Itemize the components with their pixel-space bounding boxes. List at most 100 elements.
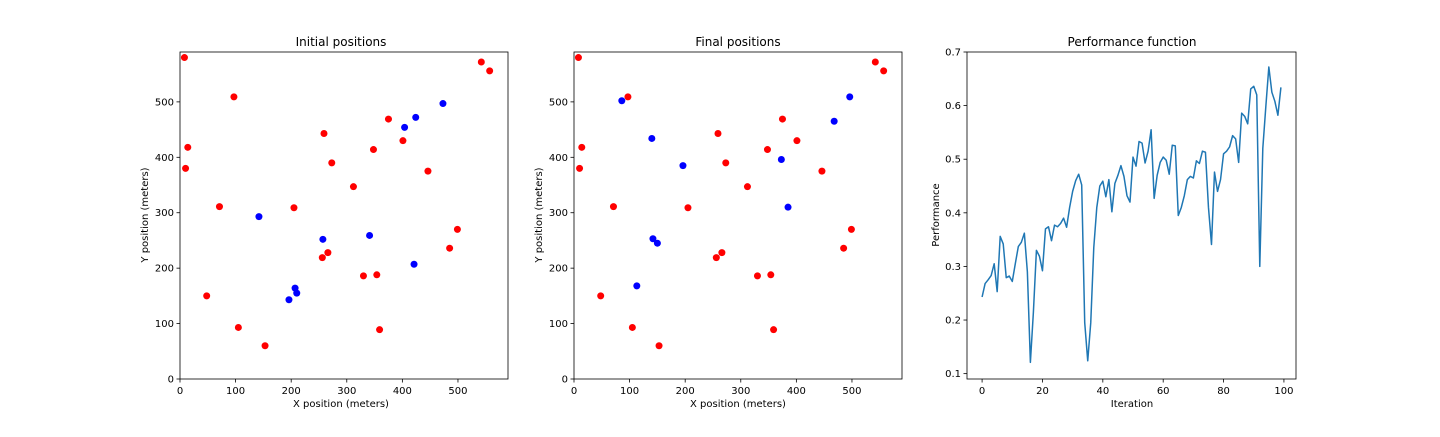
blue-point bbox=[649, 235, 657, 243]
final-positions-panel: Final positions X position (meters) Y po… bbox=[534, 35, 903, 410]
x-tick-label: 40 bbox=[1096, 386, 1109, 397]
y-axis-label: Y position (meters) bbox=[140, 167, 151, 263]
red-point bbox=[180, 54, 188, 62]
x-tick-label: 0 bbox=[177, 386, 183, 397]
y-tick-label: 300 bbox=[155, 208, 174, 219]
chart-title: Initial positions bbox=[296, 35, 387, 49]
red-point bbox=[578, 143, 586, 151]
blue-point bbox=[653, 239, 661, 247]
red-point bbox=[318, 254, 326, 262]
y-tick-label: 200 bbox=[549, 264, 568, 275]
initial-positions-panel: Initial positions X position (meters) Y … bbox=[140, 35, 509, 410]
red-point bbox=[453, 225, 461, 233]
x-tick-label: 80 bbox=[1217, 386, 1230, 397]
y-tick-label: 400 bbox=[155, 153, 174, 164]
x-tick-label: 100 bbox=[1274, 386, 1293, 397]
x-tick-label: 60 bbox=[1157, 386, 1170, 397]
performance-function-panel: Performance function Iteration Performan… bbox=[931, 35, 1297, 410]
blue-point bbox=[846, 93, 854, 101]
blue-point bbox=[401, 123, 409, 131]
blue-point bbox=[319, 235, 327, 243]
chart-title: Final positions bbox=[695, 35, 780, 49]
red-point bbox=[763, 146, 771, 154]
red-point bbox=[712, 254, 720, 262]
red-point bbox=[203, 292, 211, 300]
red-point bbox=[880, 67, 888, 75]
x-tick-label: 400 bbox=[393, 386, 412, 397]
red-point bbox=[718, 249, 726, 257]
red-point bbox=[328, 159, 336, 167]
blue-point bbox=[439, 100, 447, 108]
red-point bbox=[359, 272, 367, 280]
red-point bbox=[376, 326, 384, 334]
red-point bbox=[320, 129, 328, 137]
blue-point bbox=[618, 97, 626, 105]
y-tick-label: 100 bbox=[549, 319, 568, 330]
x-tick-label: 500 bbox=[842, 386, 861, 397]
red-point bbox=[373, 271, 381, 279]
blue-point bbox=[679, 162, 687, 170]
y-tick-label: 500 bbox=[155, 97, 174, 108]
red-point bbox=[574, 54, 582, 62]
blue-point bbox=[830, 117, 838, 125]
x-tick-label: 400 bbox=[787, 386, 806, 397]
red-point bbox=[597, 292, 605, 300]
x-tick-label: 20 bbox=[1036, 386, 1049, 397]
red-point bbox=[369, 146, 377, 154]
red-point bbox=[230, 93, 238, 101]
x-tick-label: 200 bbox=[282, 386, 301, 397]
y-axis-label: Y position (meters) bbox=[534, 167, 545, 263]
y-tick-label: 300 bbox=[549, 208, 568, 219]
red-point bbox=[628, 323, 636, 331]
x-tick-label: 0 bbox=[979, 386, 985, 397]
red-point bbox=[184, 143, 192, 151]
blue-point bbox=[293, 289, 301, 297]
red-point bbox=[234, 323, 242, 331]
red-point bbox=[290, 204, 298, 212]
y-axis-label: Performance bbox=[931, 183, 942, 246]
red-point bbox=[743, 183, 751, 191]
red-point bbox=[722, 159, 730, 167]
x-tick-label: 500 bbox=[448, 386, 467, 397]
red-point bbox=[446, 244, 454, 252]
y-tick-label: 500 bbox=[549, 97, 568, 108]
x-axis-label: X position (meters) bbox=[690, 399, 786, 410]
blue-point bbox=[366, 231, 374, 239]
y-tick-label: 0.1 bbox=[945, 369, 961, 380]
red-point bbox=[609, 203, 617, 211]
blue-point bbox=[412, 113, 420, 121]
performance-line bbox=[981, 66, 1282, 364]
red-point bbox=[818, 167, 826, 175]
red-point bbox=[384, 115, 392, 123]
x-tick-label: 100 bbox=[226, 386, 245, 397]
y-tick-label: 0.7 bbox=[945, 48, 961, 59]
red-point bbox=[840, 244, 848, 252]
red-point bbox=[684, 204, 692, 212]
red-point bbox=[767, 271, 775, 279]
blue-point bbox=[285, 296, 293, 304]
y-tick-label: 0.6 bbox=[945, 101, 961, 112]
plot-frame bbox=[179, 51, 509, 380]
blue-point bbox=[777, 156, 785, 164]
y-tick-label: 0.3 bbox=[945, 262, 961, 273]
x-tick-label: 100 bbox=[620, 386, 639, 397]
red-point bbox=[261, 342, 269, 350]
red-point bbox=[778, 115, 786, 123]
red-point bbox=[793, 137, 801, 145]
x-axis-label: X position (meters) bbox=[293, 399, 389, 410]
x-axis-label: Iteration bbox=[1111, 399, 1153, 410]
blue-point bbox=[648, 134, 656, 142]
plot-frame bbox=[966, 51, 1297, 380]
red-point bbox=[753, 272, 761, 280]
y-tick-label: 400 bbox=[549, 153, 568, 164]
red-point bbox=[847, 225, 855, 233]
red-point bbox=[182, 164, 190, 172]
y-tick-label: 0.4 bbox=[945, 208, 961, 219]
red-point bbox=[399, 137, 407, 145]
x-tick-label: 0 bbox=[571, 386, 577, 397]
red-point bbox=[477, 58, 485, 66]
y-tick-label: 0.5 bbox=[945, 155, 961, 166]
x-tick-label: 300 bbox=[337, 386, 356, 397]
